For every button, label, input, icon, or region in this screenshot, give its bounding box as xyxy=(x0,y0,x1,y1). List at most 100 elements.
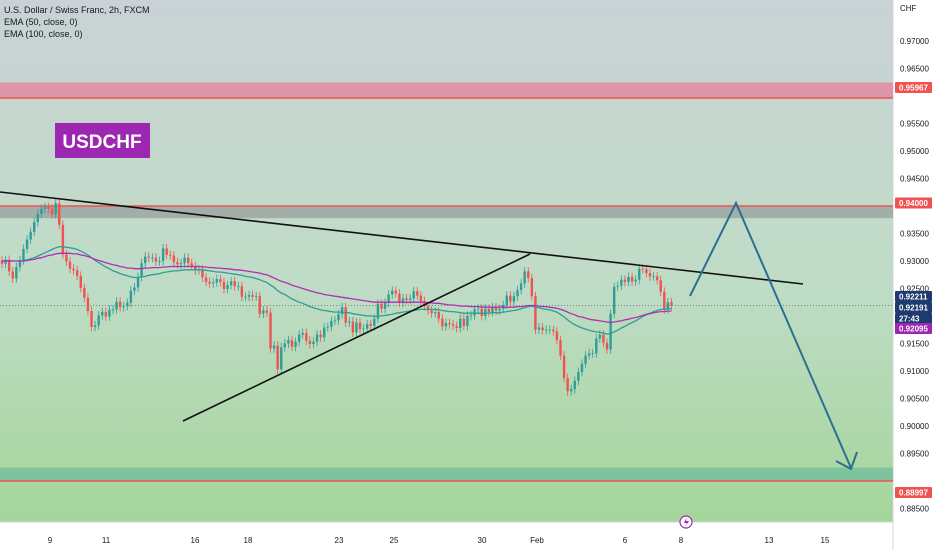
price-tick-label: 0.92500 xyxy=(900,284,929,293)
logo-text: USDCHF xyxy=(62,132,141,153)
candle-body xyxy=(412,291,415,299)
candle-body xyxy=(169,254,172,256)
candle-body xyxy=(11,271,14,279)
candle-body xyxy=(340,307,344,315)
candle-body xyxy=(666,302,670,310)
candle-body xyxy=(523,271,526,284)
candle xyxy=(398,289,401,308)
candle xyxy=(294,337,297,352)
candle-body xyxy=(663,291,666,310)
candle-body xyxy=(186,257,190,264)
candle-body xyxy=(219,279,222,282)
candle-body xyxy=(122,306,125,308)
descending-trendline[interactable] xyxy=(0,191,804,285)
candle xyxy=(165,243,168,260)
candle-body xyxy=(18,260,22,268)
candle-body xyxy=(229,281,233,286)
candle xyxy=(222,277,226,294)
candle xyxy=(72,264,75,275)
candle-body xyxy=(505,295,508,305)
price-tag-label: 0.92095 xyxy=(899,325,928,334)
candle xyxy=(247,290,251,302)
candle-body xyxy=(251,295,254,297)
candle xyxy=(616,281,619,292)
candle-body xyxy=(68,261,72,269)
candle xyxy=(462,314,466,331)
symbol-line: U.S. Dollar / Swiss Franc, 2h, FXCM xyxy=(4,5,150,15)
candle-body xyxy=(562,355,566,379)
price-tick-label: 0.90500 xyxy=(900,394,929,403)
candle-body xyxy=(426,306,430,311)
candle xyxy=(541,323,544,335)
price-tag: 27:43 xyxy=(895,313,932,324)
candle xyxy=(670,297,673,310)
candle xyxy=(115,297,118,314)
candle-body xyxy=(566,378,569,392)
candle xyxy=(154,253,158,266)
candle-body xyxy=(401,298,405,303)
candle xyxy=(190,258,193,271)
candle xyxy=(79,271,82,293)
time-axis-background xyxy=(0,522,893,550)
price-tick-label: 0.94500 xyxy=(900,175,929,184)
candle-body xyxy=(484,308,487,316)
candle-body xyxy=(0,260,4,264)
candle xyxy=(473,304,476,320)
candle-body xyxy=(262,310,265,314)
candle-body xyxy=(72,268,75,271)
candle xyxy=(652,271,655,281)
candle xyxy=(416,286,419,301)
candle xyxy=(129,286,133,308)
candle xyxy=(423,296,426,311)
candle-body xyxy=(362,328,365,330)
candle-body xyxy=(616,285,619,287)
candle-body xyxy=(494,307,498,311)
candle xyxy=(534,291,537,335)
candle xyxy=(262,306,265,319)
candle-body xyxy=(423,301,426,307)
candle xyxy=(126,298,129,311)
candle-body xyxy=(394,290,397,294)
candle xyxy=(272,341,276,353)
projection-path[interactable] xyxy=(689,200,852,469)
candle xyxy=(548,325,551,335)
candle xyxy=(11,267,14,283)
candle xyxy=(512,291,516,307)
candle-body xyxy=(161,248,165,261)
candle-body xyxy=(591,353,594,355)
candle xyxy=(516,285,519,301)
indicator-ema-100-label: EMA (100, close, 0) xyxy=(4,29,83,39)
candle xyxy=(68,257,72,274)
candle-body xyxy=(444,323,448,327)
candle xyxy=(591,348,594,358)
candle-body xyxy=(433,312,437,314)
candle-body xyxy=(466,315,469,326)
candle-body xyxy=(93,325,97,327)
price-tick-label: 0.90000 xyxy=(900,422,929,431)
candle xyxy=(108,305,111,321)
time-tick-label: Feb xyxy=(530,536,544,545)
candle-body xyxy=(280,347,283,370)
ascending-trendline[interactable] xyxy=(182,253,531,422)
candle xyxy=(527,267,530,283)
candle xyxy=(269,308,272,353)
candle xyxy=(240,281,244,302)
candle-body xyxy=(527,271,530,279)
time-tick-label: 11 xyxy=(102,536,111,545)
drawings-layer xyxy=(0,191,858,471)
candle-body xyxy=(627,276,630,282)
candle xyxy=(47,202,50,214)
candle-body xyxy=(50,208,54,215)
candle-body xyxy=(430,310,433,314)
candle-body xyxy=(140,263,143,277)
candle-body xyxy=(254,296,258,297)
price-tick-label: 0.97000 xyxy=(900,37,929,46)
candle-body xyxy=(462,318,466,326)
alert-icon[interactable] xyxy=(679,515,693,529)
candle xyxy=(83,283,86,303)
candle-body xyxy=(441,318,444,327)
candle-body xyxy=(638,268,641,280)
candle-body xyxy=(634,279,637,282)
